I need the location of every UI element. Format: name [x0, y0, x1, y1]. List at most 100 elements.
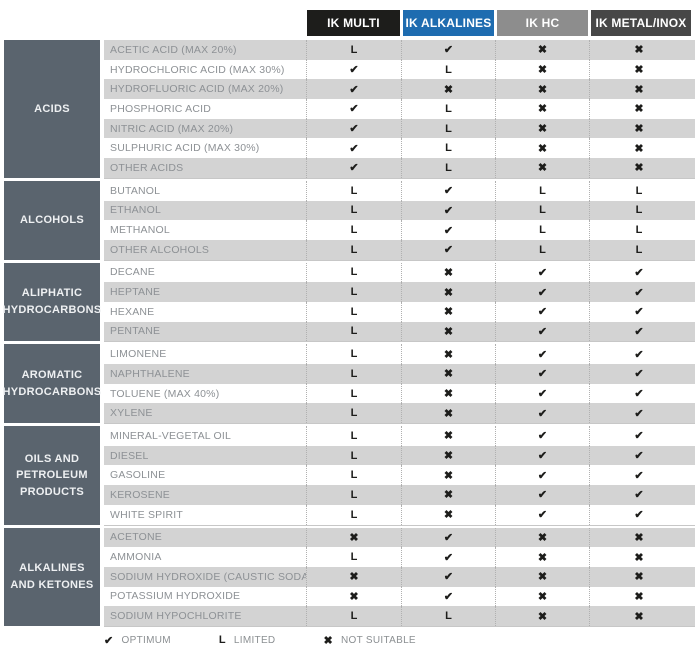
- limited-icon: L: [306, 262, 401, 283]
- category-cell: OILS AND PETROLEUM PRODUCTS: [4, 426, 100, 525]
- table-row: XYLENE L ✖ ✔ ✔: [104, 403, 695, 424]
- optimum-icon: ✔: [495, 301, 589, 322]
- optimum-icon: ✔: [589, 383, 688, 404]
- not-suitable-icon: ✖: [589, 158, 688, 178]
- not-suitable-icon: ✖: [306, 566, 401, 587]
- chemical-name: NAPHTHALENE: [110, 367, 190, 380]
- group-rows: BUTANOL L ✔ L L ETHANOL L ✔ L L METHANOL L ✔ L L OTHER …: [104, 180, 695, 260]
- group-alkalines-and-ketones: ALKALINES AND KETONES ACETONE ✖ ✔ ✖ ✖ AMMONIA L…: [4, 527, 695, 626]
- group-rows: MINERAL-VEGETAL OIL L ✖ ✔ ✔ DIESEL L ✖ ✔ ✔ GASOLIN…: [104, 426, 695, 525]
- optimum-icon: ✔: [589, 282, 688, 302]
- chemical-name: TOLUENE (MAX 40%): [110, 387, 220, 400]
- table-row: HYDROFLUORIC ACID (MAX 20%) ✔ ✖ ✖ ✖: [104, 79, 695, 100]
- group-oils-and-petroleum-products: OILS AND PETROLEUM PRODUCTS MINERAL-VEGET…: [4, 426, 695, 525]
- legend-label: NOT SUITABLE: [340, 634, 416, 646]
- optimum-icon: ✔: [495, 445, 589, 466]
- chemical-name: LIMONENE: [110, 348, 167, 361]
- limited-icon: L: [306, 180, 401, 201]
- group-rows: DECANE L ✖ ✔ ✔ HEPTANE L ✖ ✔ ✔ HEXANE L ✖ ✔ ✔ PENTANE L ✖…: [104, 262, 695, 342]
- limited-icon: L: [401, 606, 495, 626]
- category-cell: ALKALINES AND KETONES: [4, 527, 100, 626]
- compatibility-table: ACIDS ACETIC ACID (MAX 20%) L ✔ ✖ ✖ HYDROCHLOR…: [0, 40, 695, 626]
- limited-icon: L: [306, 547, 401, 567]
- group-aromatic-hydrocarbons: AROMATIC HYDROCARBONS LIMONENE L ✖ ✔ ✔ NAPHTHA…: [3, 344, 695, 424]
- not-suitable-icon: ✖: [495, 547, 589, 567]
- limited-icon: L: [306, 504, 401, 525]
- optimum-icon: ✔: [306, 158, 401, 178]
- chemical-name: PENTANE: [110, 325, 161, 338]
- not-suitable-icon: ✖: [589, 59, 688, 80]
- optimum-icon: ✔: [495, 321, 589, 342]
- limited-icon: L: [401, 99, 495, 119]
- optimum-icon: ✔: [401, 40, 495, 60]
- limited-icon: L: [306, 465, 401, 486]
- table-row: HEPTANE L ✖ ✔ ✔: [104, 282, 695, 302]
- not-suitable-icon: ✖: [401, 445, 495, 466]
- optimum-icon: ✔: [495, 465, 589, 486]
- table-row: HEXANE L ✖ ✔ ✔: [104, 301, 695, 322]
- chemical-name: HYDROCHLORIC ACID (MAX 30%): [110, 63, 285, 76]
- group-alcohols: ALCOHOLS BUTANOL L ✔ L L ETHANOL L ✔ L L METHANOL L ✔…: [4, 180, 695, 260]
- optimum-icon: ✔: [401, 566, 495, 587]
- category-cell: ACIDS: [4, 40, 100, 178]
- not-suitable-icon: ✖: [495, 606, 589, 626]
- table-row: DIESEL L ✖ ✔ ✔: [104, 445, 695, 466]
- not-suitable-icon: ✖: [401, 262, 495, 283]
- not-suitable-icon: ✖: [589, 118, 688, 139]
- chemical-name: SODIUM HYDROXIDE (CAUSTIC SODA): [110, 570, 306, 583]
- limited-icon: L: [306, 40, 401, 60]
- not-suitable-icon: ✖: [401, 364, 495, 384]
- limited-icon: L: [589, 220, 688, 240]
- optimum-icon: ✔: [589, 364, 688, 384]
- category-cell: ALCOHOLS: [4, 180, 100, 260]
- legend-item-optimum: ✔ OPTIMUM: [104, 634, 171, 647]
- not-suitable-icon: ✖: [495, 118, 589, 139]
- not-suitable-icon: ✖: [401, 465, 495, 486]
- table-row: DECANE L ✖ ✔ ✔: [104, 262, 695, 283]
- table-row: NAPHTHALENE L ✖ ✔ ✔: [104, 364, 695, 384]
- chemical-name: DECANE: [110, 266, 155, 279]
- chemical-name: OTHER ALCOHOLS: [110, 243, 210, 256]
- optimum-icon: ✔: [495, 262, 589, 283]
- optimum-icon: ✔: [495, 282, 589, 302]
- optimum-icon: ✔: [495, 426, 589, 446]
- not-suitable-icon: ✖: [401, 426, 495, 446]
- chemical-name: HYDROFLUORIC ACID (MAX 20%): [110, 83, 284, 96]
- table-row: HYDROCHLORIC ACID (MAX 30%) ✔ L ✖ ✖: [104, 59, 695, 80]
- table-row: PHOSPHORIC ACID ✔ L ✖ ✖: [104, 99, 695, 119]
- chemical-name: HEXANE: [110, 305, 155, 318]
- legend-label: OPTIMUM: [121, 634, 171, 646]
- limited-icon: L: [495, 200, 589, 221]
- not-suitable-icon: ✖: [323, 634, 333, 647]
- chemical-name: WHITE SPIRIT: [110, 508, 183, 521]
- table-row: METHANOL L ✔ L L: [104, 220, 695, 240]
- not-suitable-icon: ✖: [495, 59, 589, 80]
- not-suitable-icon: ✖: [589, 138, 688, 159]
- not-suitable-icon: ✖: [495, 566, 589, 587]
- limited-icon: L: [589, 239, 688, 260]
- optimum-icon: ✔: [401, 220, 495, 240]
- optimum-icon: ✔: [589, 321, 688, 342]
- limited-icon: L: [306, 445, 401, 466]
- not-suitable-icon: ✖: [589, 99, 688, 119]
- optimum-icon: ✔: [104, 634, 114, 647]
- not-suitable-icon: ✖: [401, 403, 495, 424]
- not-suitable-icon: ✖: [306, 586, 401, 607]
- optimum-icon: ✔: [589, 344, 688, 364]
- optimum-icon: ✔: [589, 465, 688, 486]
- optimum-icon: ✔: [306, 118, 401, 139]
- group-acids: ACIDS ACETIC ACID (MAX 20%) L ✔ ✖ ✖ HYDROCHLOR…: [4, 40, 695, 178]
- limited-icon: L: [306, 606, 401, 626]
- limited-icon: L: [306, 220, 401, 240]
- limited-icon: L: [401, 158, 495, 178]
- limited-icon: L: [401, 118, 495, 139]
- limited-icon: L: [495, 180, 589, 201]
- table-row: TOLUENE (MAX 40%) L ✖ ✔ ✔: [104, 383, 695, 404]
- group-rows: LIMONENE L ✖ ✔ ✔ NAPHTHALENE L ✖ ✔ ✔ TOLUENE (MAX …: [104, 344, 695, 424]
- column-header-ik-hc: IK HC: [497, 10, 588, 36]
- chemical-name: NITRIC ACID (MAX 20%): [110, 122, 234, 135]
- optimum-icon: ✔: [495, 383, 589, 404]
- optimum-icon: ✔: [495, 485, 589, 505]
- not-suitable-icon: ✖: [589, 606, 688, 626]
- limited-icon: L: [495, 220, 589, 240]
